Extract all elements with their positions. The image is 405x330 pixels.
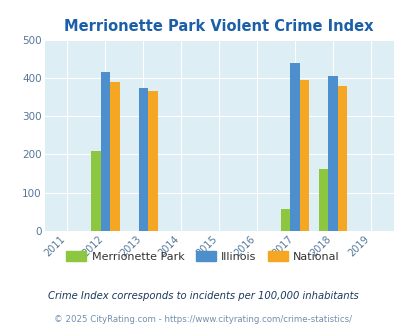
Bar xyxy=(148,90,157,231)
Title: Merrionette Park Violent Crime Index: Merrionette Park Violent Crime Index xyxy=(64,19,373,34)
Bar xyxy=(328,76,337,231)
Bar xyxy=(318,169,328,231)
Text: Crime Index corresponds to incidents per 100,000 inhabitants: Crime Index corresponds to incidents per… xyxy=(47,291,358,301)
Bar xyxy=(100,72,110,231)
Bar xyxy=(110,82,119,231)
Legend: Merrionette Park, Illinois, National: Merrionette Park, Illinois, National xyxy=(62,247,343,267)
Bar xyxy=(299,80,309,231)
Bar xyxy=(280,209,290,231)
Bar xyxy=(290,63,299,231)
Bar xyxy=(91,150,100,231)
Bar xyxy=(337,85,346,231)
Bar xyxy=(138,88,148,231)
Text: © 2025 CityRating.com - https://www.cityrating.com/crime-statistics/: © 2025 CityRating.com - https://www.city… xyxy=(54,315,351,324)
